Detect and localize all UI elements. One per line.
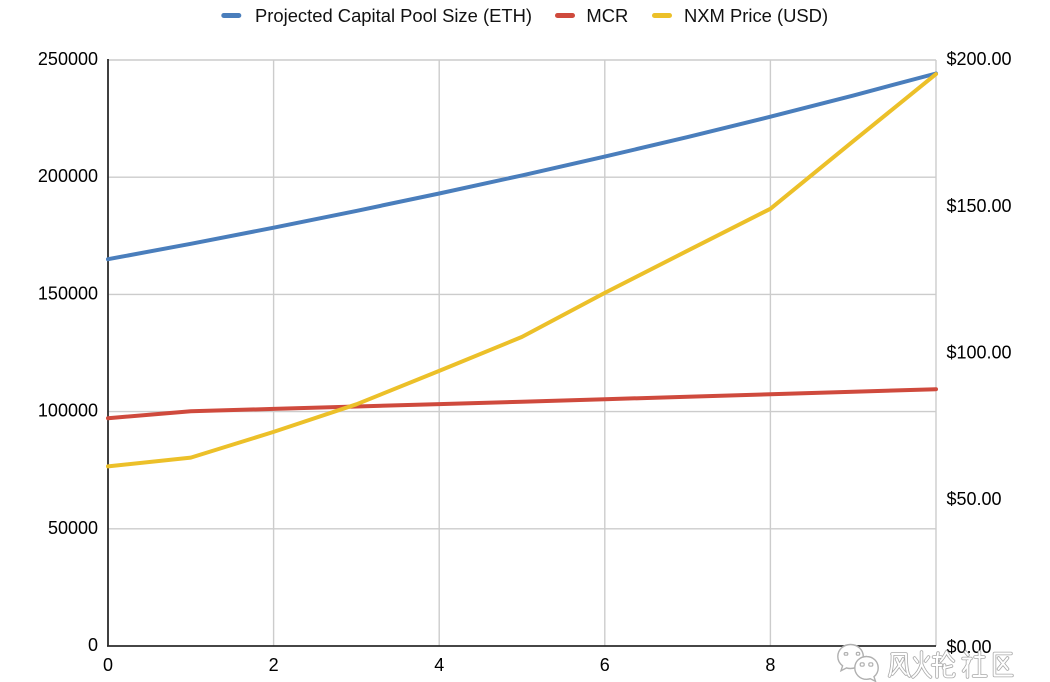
- svg-text:200000: 200000: [38, 166, 98, 186]
- svg-text:100000: 100000: [38, 401, 98, 421]
- svg-text:NXM Price (USD): NXM Price (USD): [684, 5, 828, 26]
- svg-text:4: 4: [434, 655, 444, 675]
- svg-text:$100.00: $100.00: [947, 343, 1012, 363]
- svg-text:2: 2: [269, 655, 279, 675]
- svg-text:6: 6: [600, 655, 610, 675]
- svg-text:$150.00: $150.00: [947, 196, 1012, 216]
- svg-text:0: 0: [88, 635, 98, 655]
- svg-text:$200.00: $200.00: [947, 49, 1012, 69]
- svg-text:Projected Capital Pool Size (E: Projected Capital Pool Size (ETH): [255, 5, 532, 26]
- svg-text:150000: 150000: [38, 283, 98, 303]
- svg-text:50000: 50000: [48, 518, 98, 538]
- svg-text:0: 0: [103, 655, 113, 675]
- svg-text:$50.00: $50.00: [947, 489, 1002, 509]
- svg-text:250000: 250000: [38, 49, 98, 69]
- svg-text:MCR: MCR: [586, 5, 628, 26]
- svg-text:8: 8: [765, 655, 775, 675]
